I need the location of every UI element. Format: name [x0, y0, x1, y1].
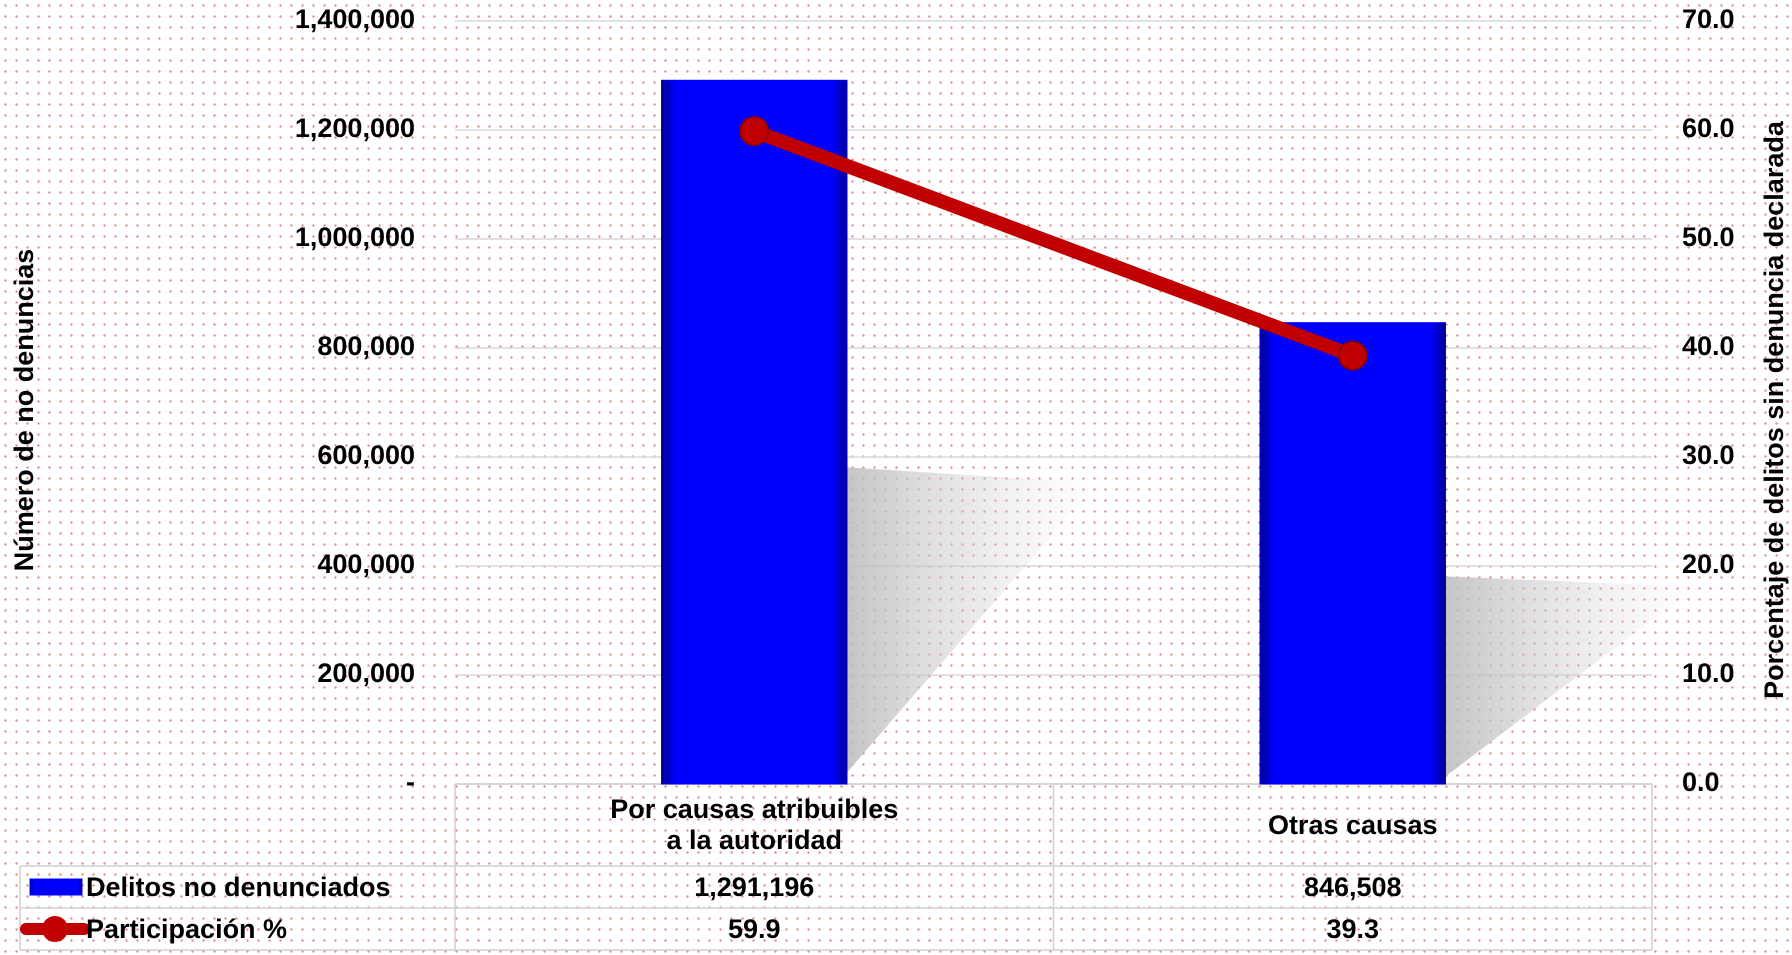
legend-label: Participación %: [86, 913, 288, 944]
bar-shadow: [1435, 576, 1696, 784]
bar: [660, 79, 848, 785]
y2-tick-label: 70.0: [1682, 4, 1735, 34]
y-tick-label: 600,000: [317, 440, 415, 470]
y2-tick-label: 20.0: [1682, 549, 1735, 579]
x-tick-label: Por causas atribuibles a la autoridad: [610, 794, 899, 855]
y2-tick-label: 0.0: [1682, 767, 1720, 797]
y2-tick-label: 60.0: [1682, 113, 1735, 143]
legend-label: Delitos no denunciados: [86, 871, 391, 902]
line-marker: [1337, 340, 1368, 371]
y-axis-title: Número de no denuncias: [9, 249, 39, 572]
data-label: 59.9: [727, 913, 781, 944]
x-tick-label: Otras causas: [1267, 809, 1438, 840]
line-marker: [739, 116, 770, 147]
data-label: 1,291,196: [694, 871, 815, 902]
legend-swatch: [29, 878, 83, 896]
legend-marker: [42, 916, 68, 942]
y-tick-label: 1,200,000: [295, 113, 415, 143]
y-tick-label: 800,000: [317, 331, 415, 361]
line: [747, 124, 1360, 363]
data-label: 846,508: [1303, 871, 1402, 902]
y2-tick-label: 10.0: [1682, 658, 1735, 688]
y2-tick-label: 30.0: [1682, 440, 1735, 470]
y-tick-label: 200,000: [317, 658, 415, 688]
y-tick-label: 1,400,000: [295, 4, 415, 34]
bar-shadow: [837, 467, 1098, 784]
bar: [1259, 322, 1447, 785]
y-tick-label: 1,000,000: [295, 222, 415, 252]
y2-axis-title: Porcentaje de delitos sin denuncia decla…: [1759, 120, 1789, 699]
y2-tick-label: 50.0: [1682, 222, 1735, 252]
data-label: 39.3: [1326, 913, 1380, 944]
y-tick-label: -: [406, 767, 415, 797]
y-tick-label: 400,000: [317, 549, 415, 579]
y2-tick-label: 40.0: [1682, 331, 1735, 361]
